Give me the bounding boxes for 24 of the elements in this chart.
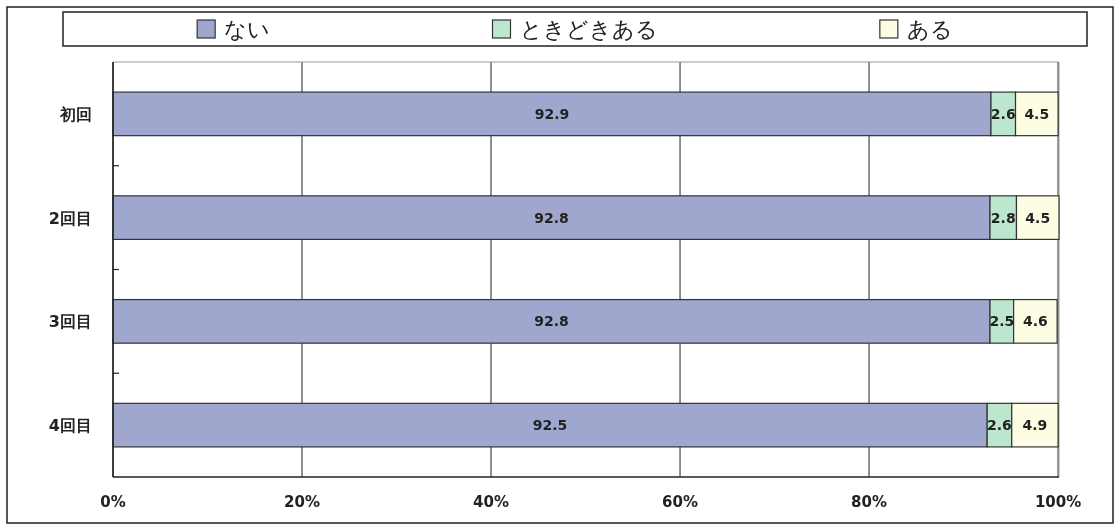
y-tick-label: 3回目 — [48, 312, 92, 332]
y-tick-label: 4回目 — [48, 416, 92, 436]
x-tick-label: 0% — [100, 493, 126, 511]
x-tick-label: 20% — [284, 493, 320, 511]
data-label: 92.9 — [534, 105, 570, 122]
data-label: 92.5 — [532, 417, 568, 434]
data-label: 4.6 — [1022, 313, 1048, 330]
legend-label: ない — [224, 17, 271, 42]
y-tick-label: 2回目 — [48, 208, 92, 228]
legend-label: ある — [906, 17, 953, 42]
data-label: 92.8 — [534, 313, 569, 330]
data-label: 2.8 — [990, 209, 1016, 226]
x-tick-label: 80% — [851, 493, 887, 511]
data-label: 4.5 — [1025, 209, 1051, 226]
data-label: 4.9 — [1022, 417, 1048, 434]
data-label: 92.8 — [534, 209, 569, 226]
x-tick-label: 60% — [662, 493, 698, 511]
y-tick-label: 初回 — [59, 104, 92, 124]
data-label: 2.6 — [987, 417, 1012, 434]
x-tick-label: 100% — [1034, 493, 1082, 511]
legend-label: ときどきある — [519, 17, 658, 42]
data-label: 4.5 — [1024, 105, 1050, 122]
x-tick-label: 40% — [473, 493, 509, 511]
data-label: 2.6 — [990, 105, 1016, 122]
